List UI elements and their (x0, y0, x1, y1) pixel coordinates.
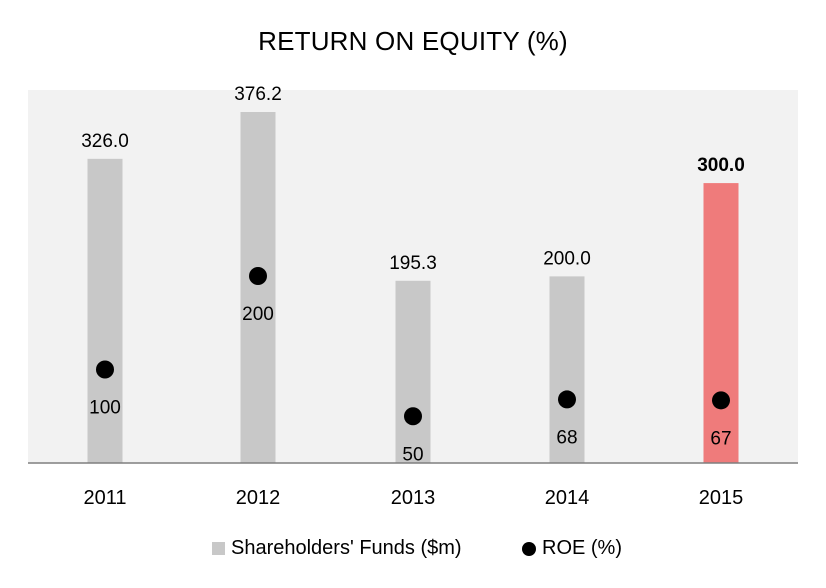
legend-item-roe: ROE (%) (522, 537, 622, 560)
roe-point-2014 (558, 390, 576, 409)
bar-2015 (703, 183, 739, 463)
bar-value-label-2013: 195.3 (389, 253, 437, 274)
roe-point-2013 (404, 407, 422, 426)
bar-2012 (240, 112, 276, 463)
roe-value-label-2011: 100 (89, 398, 121, 419)
roe-value-label-2012: 200 (242, 304, 274, 325)
roe-point-2012 (249, 267, 267, 285)
bar-2013 (395, 280, 431, 463)
bar-2011 (87, 158, 123, 463)
x-tick-label-2012: 2012 (236, 487, 281, 509)
legend-label-roe: ROE (%) (542, 537, 622, 559)
roe-value-label-2013: 50 (402, 444, 423, 465)
x-tick-label-2011: 2011 (83, 487, 126, 509)
roe-point-2015 (712, 391, 730, 410)
bar-2014 (549, 276, 585, 463)
bar-value-label-2014: 200.0 (543, 248, 591, 269)
bar-value-label-2012: 376.2 (234, 84, 282, 105)
x-tick-label-2015: 2015 (699, 487, 744, 509)
legend-swatch-bar (212, 542, 225, 555)
chart-title: RETURN ON EQUITY (%) (258, 26, 568, 56)
x-tick-label-2014: 2014 (545, 487, 590, 509)
legend-swatch-dot (522, 541, 536, 556)
legend-label-shareholders-funds: Shareholders' Funds ($m) (231, 537, 462, 559)
legend-item-shareholders-funds: Shareholders' Funds ($m) (212, 537, 462, 560)
bar-value-label-2015: 300.0 (697, 155, 745, 176)
roe-value-label-2014: 68 (556, 427, 577, 448)
x-tick-label-2013: 2013 (391, 487, 436, 509)
legend: Shareholders' Funds ($m) ROE (%) (0, 537, 826, 563)
roe-value-label-2015: 67 (710, 428, 731, 449)
bar-value-label-2011: 326.0 (81, 131, 129, 152)
roe-point-2011 (96, 360, 114, 379)
